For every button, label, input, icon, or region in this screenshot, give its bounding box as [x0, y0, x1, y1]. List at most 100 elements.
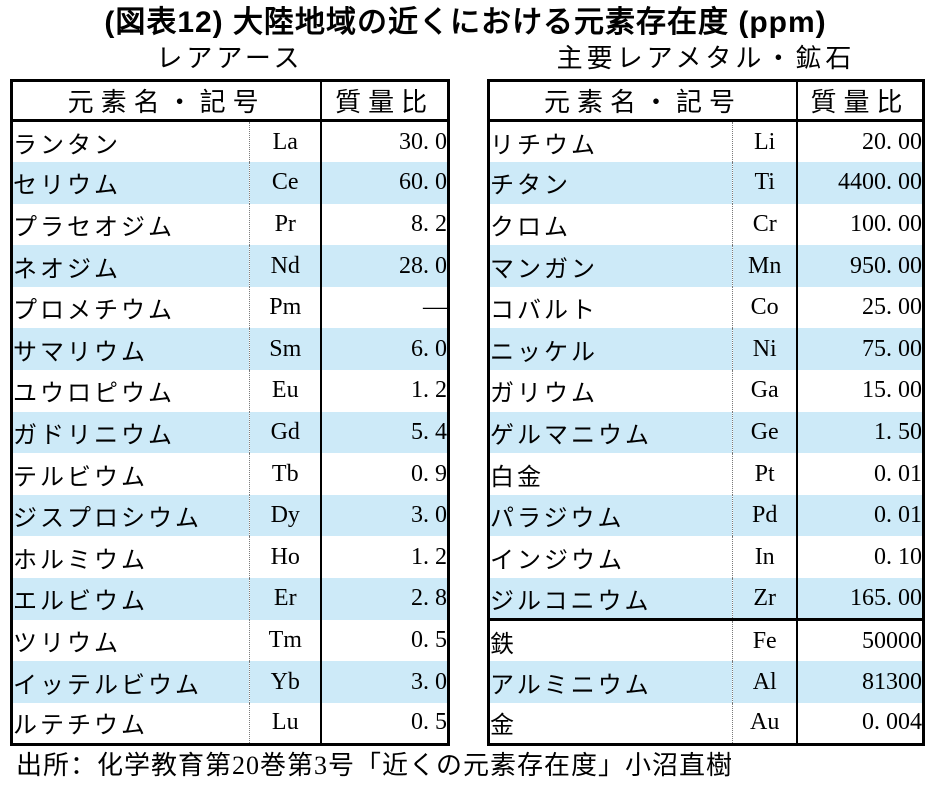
table-row: ニッケル Ni 75. 00 [488, 328, 924, 371]
mass-ratio-cell: 100. 00 [850, 210, 922, 237]
table-row: パラジウム Pd 0. 01 [488, 494, 924, 537]
element-name-cell: インジウム [490, 547, 625, 574]
element-symbol-cell: Au [732, 702, 798, 745]
column-header-mass-ratio: 質量比 [321, 80, 449, 122]
mass-ratio-cell: 1. 50 [874, 418, 922, 445]
element-symbol-cell: Ce [249, 162, 323, 204]
mass-ratio-cell: 1. 2 [411, 377, 447, 404]
element-name-cell: プラセオジム [13, 214, 175, 241]
table-row: リチウム Li 20. 00 [489, 120, 924, 163]
mass-ratio-cell: 28. 0 [399, 252, 447, 279]
rare-metal-table: 元素名・記号 質量比 リチウム Li 20. 00 チタン Ti 4400. 00 クロム C… [487, 79, 925, 746]
rare-metal-subtitle: 主要レアメタル・鉱石 [556, 44, 856, 73]
mass-ratio-cell: 950. 00 [850, 252, 922, 279]
table-row: ホルミウム Ho 1. 2 [12, 536, 449, 579]
table-row: ゲルマニウム Ge 1. 50 [488, 411, 924, 454]
element-symbol-cell: Ti [732, 162, 798, 204]
element-name-cell: イッテルビウム [13, 672, 202, 699]
table-row: ユウロピウム Eu 1. 2 [12, 370, 449, 412]
mass-ratio-cell: 75. 00 [862, 335, 922, 362]
rare-metal-table-body: リチウム Li 20. 00 チタン Ti 4400. 00 クロム Cr 100. 00 マンガ… [488, 120, 924, 745]
element-name-cell: マンガン [490, 256, 598, 283]
table-row: ジスプロシウム Dy 3. 0 [11, 494, 449, 537]
element-name-cell: ジルコニウム [490, 588, 652, 615]
header-row: 元素名・記号 質量比 [11, 80, 449, 122]
table-row: イッテルビウム Yb 3. 0 [11, 661, 449, 703]
mass-ratio-cell: 5. 4 [411, 418, 447, 445]
element-symbol-cell: Dy [249, 494, 323, 537]
table-row: 鉄 Fe 50000 [488, 618, 924, 662]
element-symbol-cell: Yb [249, 661, 323, 703]
element-symbol-cell: Co [732, 286, 798, 329]
element-name-cell: プロメチウム [13, 298, 175, 325]
rare-earth-table: 元素名・記号 質量比 ランタン La 30. 0 セリウム Ce 60. 0 プラセオジム P… [10, 79, 450, 746]
rare-earth-table-body: ランタン La 30. 0 セリウム Ce 60. 0 プラセオジム Pr 8. 2 ネオジム Nd… [11, 120, 449, 745]
mass-ratio-cell: 20. 00 [862, 128, 922, 155]
source-note: 出所：化学教育第20巻第3号「近くの元素存在度」小沼直樹 [16, 750, 734, 780]
element-name-cell: ニッケル [490, 339, 598, 366]
table-row: ツリウム Tm 0. 5 [12, 619, 449, 662]
element-symbol-cell: Gd [249, 411, 323, 454]
tables-container: レアアース 元素名・記号 質量比 ランタン La 30. 0 セリウム Ce 60. 0 プ… [0, 41, 931, 746]
mass-ratio-cell: 81300 [862, 668, 922, 695]
table-row: クロム Cr 100. 00 [489, 203, 924, 246]
mass-ratio-cell: 4400. 00 [838, 169, 922, 196]
element-symbol-cell: Pm [249, 286, 323, 329]
figure-title: (図表12) 大陸地域の近くにおける元素存在度 (ppm) [104, 6, 827, 39]
column-header-mass-ratio: 質量比 [796, 80, 924, 122]
element-symbol-cell: Zr [732, 578, 798, 620]
element-name-cell: チタン [490, 173, 571, 200]
element-name-cell: サマリウム [13, 339, 148, 366]
element-symbol-cell: Mn [732, 245, 798, 287]
table-row: セリウム Ce 60. 0 [11, 162, 449, 204]
element-name-cell: コバルト [490, 298, 598, 325]
element-symbol-cell: Li [732, 120, 798, 163]
element-symbol-cell: Tb [249, 453, 323, 495]
element-name-cell: ガドリニウム [13, 422, 175, 449]
mass-ratio-cell: 25. 00 [862, 294, 922, 321]
mass-ratio-cell: 50000 [796, 618, 924, 662]
column-header-name-symbol: 元素名・記号 [11, 80, 323, 122]
element-name-cell: ルテチウム [13, 713, 148, 740]
table-row: アルミニウム Al 81300 [488, 661, 924, 703]
table-row: エルビウム Er 2. 8 [11, 578, 449, 620]
mass-ratio-cell: 0. 9 [411, 460, 447, 487]
element-name-cell: ツリウム [13, 630, 121, 657]
column-header-name-symbol: 元素名・記号 [488, 80, 798, 122]
table-row: プラセオジム Pr 8. 2 [12, 203, 449, 246]
element-name-cell: ガリウム [490, 381, 598, 408]
element-symbol-cell: Nd [249, 245, 323, 287]
table-row: ルテチウム Lu 0. 5 [12, 702, 449, 745]
table-row: テルビウム Tb 0. 9 [12, 453, 449, 495]
element-name-cell: ランタン [13, 132, 121, 159]
element-name-cell: 鉄 [488, 618, 733, 662]
element-symbol-cell: Lu [249, 702, 323, 745]
element-name-cell: エルビウム [13, 589, 148, 616]
mass-ratio-cell: 0. 004 [862, 709, 922, 736]
table-row: プロメチウム Pm — [12, 286, 449, 329]
table-row: マンガン Mn 950. 00 [488, 245, 924, 287]
mass-ratio-cell: 3. 0 [411, 668, 447, 695]
table-row: サマリウム Sm 6. 0 [11, 328, 449, 371]
table-row: 白金 Pt 0. 01 [489, 453, 924, 495]
mass-ratio-cell: 165. 00 [850, 584, 922, 611]
mass-ratio-cell: 0. 01 [874, 460, 922, 487]
mass-ratio-cell: 60. 0 [399, 169, 447, 196]
rare-metal-table-block: 主要レアメタル・鉱石 元素名・記号 質量比 リチウム Li 20. 00 チタン Ti 4… [487, 41, 925, 746]
element-name-cell: セリウム [13, 173, 121, 200]
table-row: ネオジム Nd 28. 0 [11, 245, 449, 287]
element-symbol-cell: La [249, 120, 323, 163]
element-name-cell: ユウロピウム [13, 381, 175, 408]
mass-ratio-cell: 6. 0 [411, 335, 447, 362]
element-name-cell: ジスプロシウム [13, 506, 202, 533]
table-row: コバルト Co 25. 00 [489, 286, 924, 329]
element-name-cell: ネオジム [13, 256, 121, 283]
element-symbol-cell: Sm [249, 328, 323, 371]
mass-ratio-cell: 15. 00 [862, 377, 922, 404]
element-name-cell: クロム [490, 214, 571, 241]
table-row: インジウム In 0. 10 [489, 536, 924, 579]
mass-ratio-cell: 1. 2 [411, 543, 447, 570]
element-symbol-cell: Ho [249, 536, 323, 579]
element-symbol-cell: Al [732, 661, 798, 703]
